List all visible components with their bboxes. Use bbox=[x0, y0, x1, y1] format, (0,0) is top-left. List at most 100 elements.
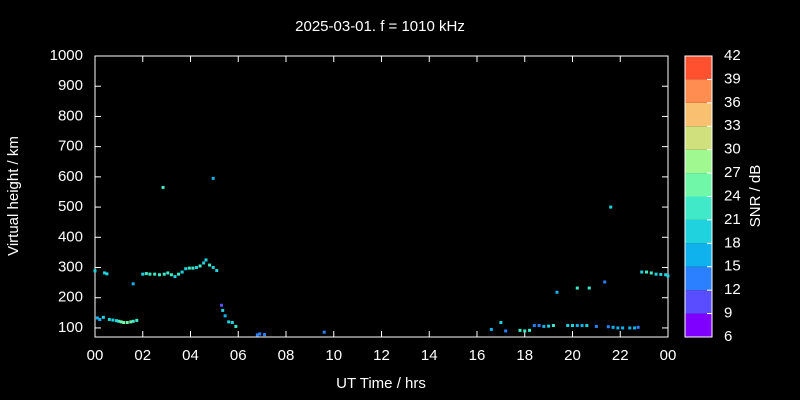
data-point bbox=[255, 333, 259, 337]
data-point bbox=[184, 267, 188, 271]
data-point bbox=[499, 320, 503, 324]
data-point bbox=[177, 272, 181, 276]
data-point bbox=[566, 324, 570, 328]
colorbar-tick-label: 18 bbox=[724, 234, 741, 251]
data-point bbox=[504, 329, 508, 333]
data-point bbox=[654, 272, 658, 276]
data-point bbox=[111, 318, 115, 322]
data-point bbox=[144, 272, 148, 276]
data-point bbox=[532, 324, 536, 328]
x-tick-label: 12 bbox=[373, 347, 390, 364]
data-point bbox=[101, 315, 105, 319]
data-point bbox=[204, 258, 208, 262]
data-point bbox=[117, 319, 121, 323]
colorbar-band bbox=[685, 149, 712, 174]
data-point bbox=[191, 266, 195, 270]
y-tick-label: 300 bbox=[58, 258, 83, 275]
colorbar-tick-label: 21 bbox=[724, 211, 741, 228]
data-point bbox=[161, 185, 165, 189]
x-tick-label: 02 bbox=[134, 347, 151, 364]
data-point bbox=[148, 272, 152, 276]
data-point bbox=[211, 176, 215, 180]
data-point bbox=[187, 266, 191, 270]
data-point bbox=[528, 328, 532, 332]
data-point bbox=[202, 261, 206, 265]
y-axis-label: Virtual height / km bbox=[5, 136, 22, 256]
data-point bbox=[636, 325, 640, 329]
data-point bbox=[221, 308, 225, 312]
data-point bbox=[518, 328, 522, 332]
data-point bbox=[555, 290, 559, 294]
y-tick-label: 1000 bbox=[50, 47, 83, 64]
data-point bbox=[153, 272, 157, 276]
data-point bbox=[640, 270, 644, 274]
colorbar-tick-label: 33 bbox=[724, 117, 741, 134]
data-point bbox=[551, 324, 555, 328]
y-tick-label: 600 bbox=[58, 168, 83, 185]
data-point bbox=[609, 205, 613, 209]
data-point bbox=[523, 329, 527, 333]
data-point bbox=[606, 325, 610, 329]
data-point bbox=[211, 266, 215, 270]
data-point bbox=[587, 286, 591, 290]
data-point bbox=[135, 318, 139, 322]
data-point bbox=[129, 320, 133, 324]
colorbar-band bbox=[685, 243, 712, 267]
data-point bbox=[603, 280, 607, 284]
data-point bbox=[107, 317, 111, 321]
data-point bbox=[173, 275, 177, 279]
data-point bbox=[93, 269, 97, 273]
data-point bbox=[537, 324, 541, 328]
data-point bbox=[122, 320, 126, 324]
colorbar-tick-label: 36 bbox=[724, 94, 741, 111]
y-tick-label: 100 bbox=[58, 319, 83, 336]
x-tick-label: 04 bbox=[182, 347, 199, 364]
colorbar-band bbox=[685, 266, 712, 291]
data-point bbox=[125, 320, 129, 324]
colorbar-tick-label: 15 bbox=[724, 258, 741, 275]
colorbar-band bbox=[685, 173, 712, 197]
data-point bbox=[234, 324, 238, 328]
y-tick-label: 800 bbox=[58, 107, 83, 124]
colorbar-tick-label: 39 bbox=[724, 70, 741, 87]
data-point bbox=[103, 271, 107, 275]
data-point bbox=[114, 319, 118, 323]
data-point bbox=[208, 263, 212, 267]
y-tick-label: 900 bbox=[58, 77, 83, 94]
data-point bbox=[666, 274, 670, 278]
colorbar-band bbox=[685, 196, 712, 220]
colorbar-band bbox=[685, 313, 712, 337]
x-tick-label: 06 bbox=[230, 347, 247, 364]
colorbar-label: SNR / dB bbox=[747, 165, 764, 228]
x-tick-label: 16 bbox=[469, 347, 486, 364]
data-point bbox=[580, 324, 584, 328]
data-point bbox=[263, 333, 267, 337]
x-tick-label: 20 bbox=[564, 347, 581, 364]
data-point bbox=[258, 332, 262, 336]
data-point bbox=[645, 270, 649, 274]
data-point bbox=[162, 272, 166, 276]
colorbar-tick-label: 27 bbox=[724, 164, 741, 181]
x-tick-label: 00 bbox=[87, 347, 104, 364]
y-tick-label: 200 bbox=[58, 289, 83, 306]
data-point bbox=[223, 314, 227, 318]
data-point bbox=[131, 319, 135, 323]
data-point bbox=[571, 324, 574, 328]
data-point bbox=[322, 330, 326, 334]
data-point bbox=[131, 282, 135, 286]
data-point bbox=[585, 324, 589, 328]
colorbar-band bbox=[685, 126, 712, 150]
y-tick-label: 500 bbox=[58, 198, 83, 215]
y-tick-label: 400 bbox=[58, 228, 83, 245]
data-point bbox=[616, 326, 620, 330]
chart-title: 2025-03-01. f = 1010 kHz bbox=[295, 18, 465, 35]
data-point bbox=[141, 272, 145, 276]
x-tick-label: 22 bbox=[612, 347, 629, 364]
x-tick-label: 00 bbox=[660, 347, 677, 364]
data-point bbox=[215, 269, 219, 273]
data-point bbox=[194, 266, 198, 270]
colorbar-tick-label: 12 bbox=[724, 281, 741, 298]
